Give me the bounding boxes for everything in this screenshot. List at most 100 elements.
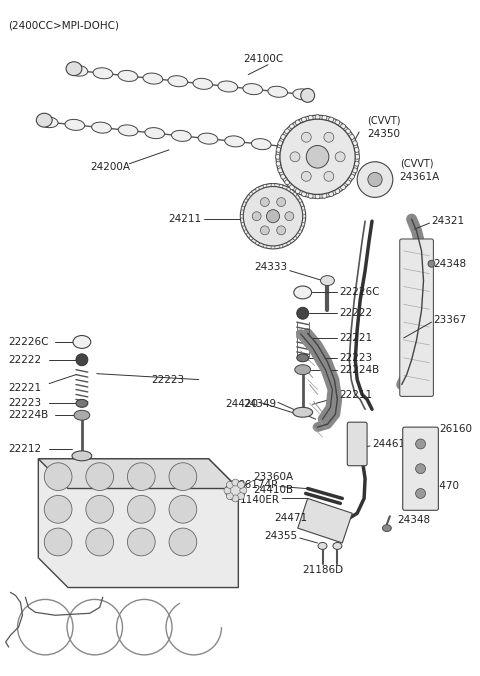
Ellipse shape [276,147,281,152]
Circle shape [276,226,286,235]
Text: (CVVT): (CVVT) [400,159,433,169]
Text: 24333: 24333 [255,262,288,272]
Circle shape [44,463,72,491]
Ellipse shape [276,161,281,166]
Ellipse shape [340,124,346,129]
Ellipse shape [346,129,350,134]
Circle shape [128,528,155,556]
Text: 22223: 22223 [151,375,184,385]
Ellipse shape [285,129,290,134]
Ellipse shape [249,193,253,197]
Ellipse shape [38,117,58,128]
Ellipse shape [293,236,297,240]
Circle shape [86,463,114,491]
Ellipse shape [243,84,263,95]
Ellipse shape [281,174,286,179]
Ellipse shape [340,185,346,189]
Ellipse shape [329,191,334,197]
Polygon shape [38,459,239,489]
Ellipse shape [293,193,297,197]
Ellipse shape [36,113,52,127]
Circle shape [238,493,244,500]
Ellipse shape [276,154,280,160]
Circle shape [297,308,309,319]
Text: 22224B: 22224B [9,410,49,420]
Ellipse shape [329,117,334,122]
Circle shape [280,119,355,195]
Ellipse shape [278,168,283,173]
Circle shape [243,187,303,246]
Text: 26174P: 26174P [239,479,278,489]
Text: 24350: 24350 [367,129,400,139]
Text: (2400CC>MPI-DOHC): (2400CC>MPI-DOHC) [9,20,120,30]
Ellipse shape [285,180,290,185]
Ellipse shape [383,525,391,531]
Text: 24100C: 24100C [243,54,284,64]
Circle shape [44,496,72,523]
Text: 24410B: 24410B [253,485,293,495]
Ellipse shape [352,168,357,173]
Circle shape [169,496,197,523]
Ellipse shape [315,194,320,199]
Text: 23367: 23367 [433,315,467,325]
Ellipse shape [349,135,354,139]
Circle shape [232,479,239,486]
Ellipse shape [244,199,248,203]
Ellipse shape [335,189,340,193]
Circle shape [240,487,247,494]
Circle shape [335,152,345,162]
Ellipse shape [279,185,283,189]
Ellipse shape [295,189,300,193]
Ellipse shape [171,130,191,141]
Ellipse shape [318,542,327,550]
Circle shape [324,172,334,181]
Text: 24348: 24348 [433,259,467,269]
FancyBboxPatch shape [400,239,433,396]
Text: 24321: 24321 [432,216,465,226]
Ellipse shape [241,222,245,226]
Text: 24471: 24471 [275,513,308,523]
Ellipse shape [322,116,327,120]
Text: 22212: 22212 [9,444,42,454]
Circle shape [232,495,239,502]
Ellipse shape [287,188,290,191]
Ellipse shape [333,542,342,550]
FancyBboxPatch shape [403,427,438,510]
Circle shape [226,481,233,488]
Ellipse shape [289,124,295,129]
Ellipse shape [65,120,84,130]
Circle shape [252,212,261,220]
Ellipse shape [76,400,88,408]
Ellipse shape [295,365,311,375]
Circle shape [169,528,197,556]
Text: 22223: 22223 [9,398,42,408]
Circle shape [324,132,334,142]
Circle shape [226,481,245,500]
Ellipse shape [281,135,286,139]
Text: 24470: 24470 [427,481,459,491]
Circle shape [226,493,233,500]
Text: 24461: 24461 [372,439,405,449]
Ellipse shape [268,87,288,97]
Circle shape [128,496,155,523]
Ellipse shape [297,354,309,362]
Ellipse shape [256,188,260,191]
Ellipse shape [322,193,327,198]
Circle shape [306,145,329,168]
Circle shape [416,489,425,498]
Ellipse shape [298,199,301,203]
Ellipse shape [240,214,244,218]
Circle shape [416,439,425,449]
Ellipse shape [271,245,275,249]
Ellipse shape [321,276,335,285]
Text: 1140ER: 1140ER [240,496,280,506]
Ellipse shape [346,180,350,185]
Text: 24349: 24349 [243,400,276,410]
Circle shape [86,496,114,523]
Ellipse shape [278,141,283,146]
Text: 23360A: 23360A [253,472,293,481]
Text: 24348: 24348 [397,515,430,525]
Ellipse shape [294,286,312,299]
Ellipse shape [198,133,218,144]
Ellipse shape [301,89,314,102]
